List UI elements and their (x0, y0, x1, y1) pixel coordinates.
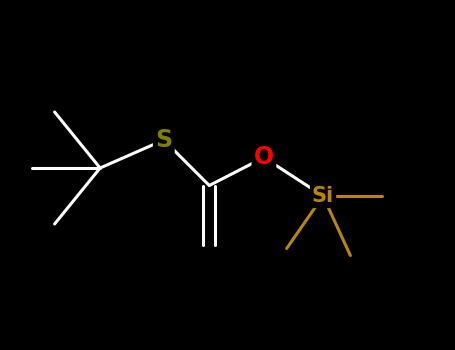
Text: Si: Si (312, 186, 334, 206)
Text: S: S (155, 128, 172, 152)
Text: O: O (254, 146, 274, 169)
